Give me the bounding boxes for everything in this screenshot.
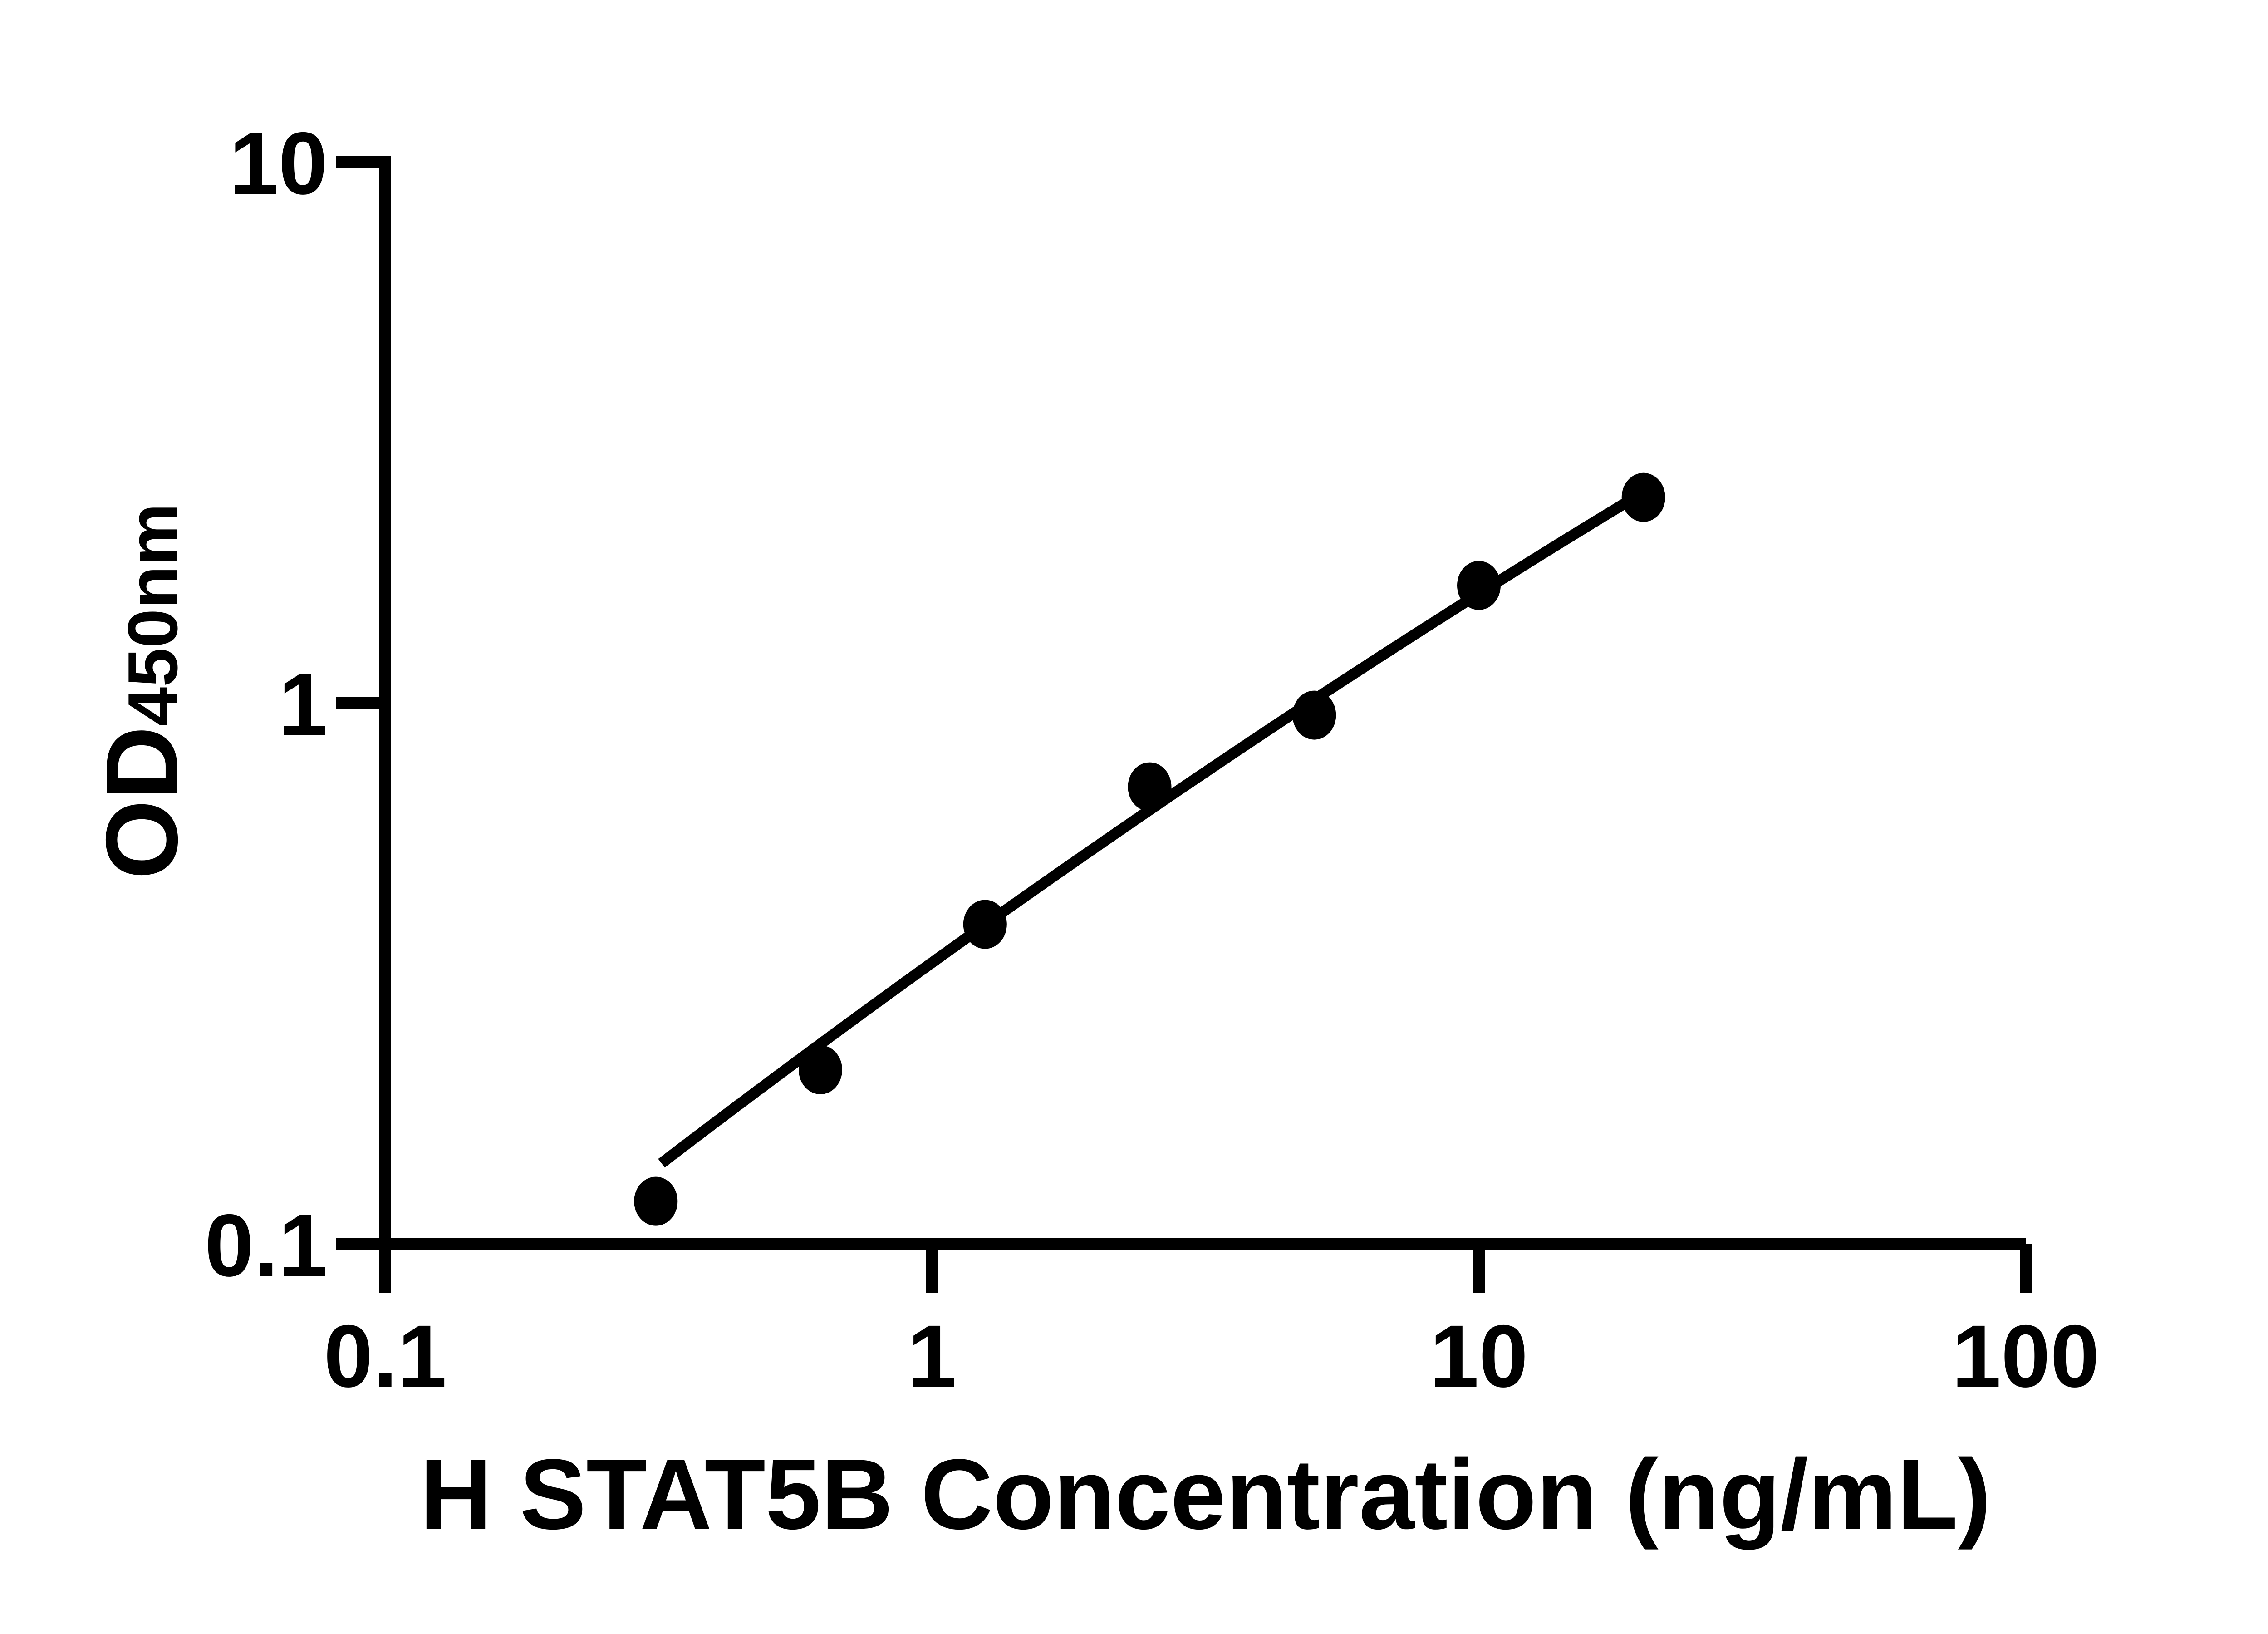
data-point: [799, 1045, 842, 1094]
y-axis-title-sub: 450nm: [113, 503, 192, 726]
data-point: [634, 1176, 678, 1226]
x-tick-label: 1: [908, 1307, 957, 1406]
data-point: [1621, 472, 1665, 522]
x-axis-title: H STAT5B Concentration (ng/mL): [420, 1438, 1991, 1550]
data-point: [1457, 561, 1501, 610]
y-tick-label: 10: [229, 114, 328, 213]
x-tick-label: 10: [1430, 1307, 1528, 1406]
y-tick-label: 1: [279, 655, 328, 754]
data-point: [1128, 762, 1172, 812]
y-tick-label: 0.1: [205, 1196, 328, 1295]
x-tick-label: 100: [1952, 1307, 2099, 1406]
data-point: [963, 900, 1007, 949]
data-point: [1292, 690, 1336, 740]
x-tick-label: 0.1: [324, 1307, 447, 1406]
y-axis-title: OD450nm: [51, 147, 232, 1236]
axis-spine: [379, 156, 2026, 1250]
y-axis-title-main: OD: [84, 726, 199, 880]
